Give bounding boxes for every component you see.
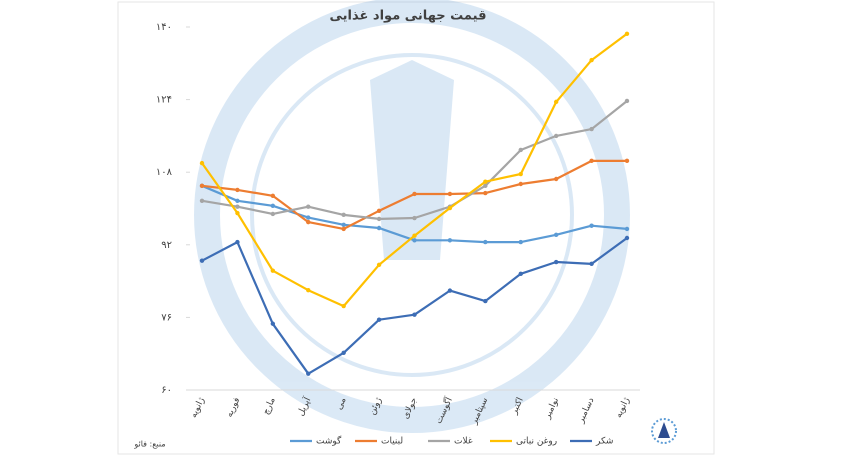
- data-point: [483, 239, 488, 245]
- data-point: [341, 212, 346, 218]
- data-point: [589, 261, 594, 267]
- data-point: [306, 219, 311, 225]
- data-point: [553, 99, 559, 105]
- data-point: [199, 198, 205, 203]
- y-tick-label: ۷۶: [161, 312, 172, 323]
- data-point: [412, 191, 417, 197]
- data-point: [270, 203, 276, 208]
- data-point: [270, 268, 276, 273]
- data-point: [235, 187, 240, 193]
- data-point: [553, 176, 559, 182]
- data-point: [412, 238, 417, 243]
- data-point: [447, 288, 453, 293]
- data-point: [553, 133, 559, 139]
- data-point: [518, 147, 523, 153]
- data-point: [624, 235, 630, 241]
- data-point: [341, 303, 346, 309]
- data-point: [270, 193, 276, 198]
- data-point: [306, 371, 311, 376]
- y-tick-label: ۶۰: [161, 385, 172, 396]
- data-point: [589, 223, 594, 228]
- y-tick-label: ۱۴۰: [156, 22, 172, 33]
- data-point: [199, 258, 205, 263]
- data-point: [624, 98, 630, 104]
- data-point: [483, 190, 488, 196]
- y-tick-label: ۹۲: [161, 240, 172, 251]
- data-point: [235, 210, 240, 216]
- data-point: [553, 232, 559, 238]
- y-tick-label: ۱۲۴: [156, 95, 172, 106]
- data-point: [483, 298, 488, 304]
- data-point: [412, 312, 417, 317]
- x-tick-label: می: [334, 396, 348, 412]
- data-point: [518, 181, 523, 187]
- data-point: [270, 321, 276, 326]
- data-point: [447, 238, 453, 243]
- data-point: [306, 287, 311, 293]
- source: منبع: فائو: [133, 440, 165, 449]
- logo: [651, 418, 677, 444]
- data-point: [518, 271, 523, 277]
- data-point: [341, 222, 346, 228]
- data-point: [306, 215, 311, 220]
- data-point: [199, 183, 205, 189]
- data-point: [412, 233, 417, 238]
- data-point: [624, 226, 630, 232]
- y-tick-label: ۱۰۸: [156, 167, 173, 178]
- legend-label: لبنیات: [381, 437, 403, 447]
- data-point: [553, 259, 559, 265]
- data-point: [376, 216, 382, 222]
- data-point: [341, 226, 346, 232]
- data-point: [589, 158, 594, 164]
- legend-label: غلات: [454, 437, 473, 447]
- data-point: [376, 262, 382, 267]
- data-point: [518, 239, 523, 245]
- data-point: [518, 171, 523, 177]
- data-point: [624, 158, 630, 164]
- data-point: [376, 317, 382, 322]
- data-point: [341, 350, 346, 355]
- legend-label: روغن نباتی: [516, 437, 557, 447]
- legend-label: گوشت: [316, 435, 342, 447]
- data-point: [412, 215, 417, 221]
- data-point: [624, 31, 630, 37]
- chart-title: قیمت جهانی مواد غذایی: [330, 9, 487, 24]
- data-point: [270, 211, 276, 217]
- watermark: [194, 0, 630, 433]
- data-point: [235, 204, 240, 209]
- data-point: [199, 160, 205, 166]
- data-point: [376, 208, 382, 213]
- data-point: [483, 183, 488, 189]
- data-point: [589, 126, 594, 132]
- data-point: [447, 191, 453, 197]
- data-point: [483, 179, 488, 184]
- data-point: [589, 57, 594, 63]
- data-point: [306, 204, 311, 209]
- legend-label: شکر: [595, 437, 613, 447]
- data-point: [447, 205, 453, 211]
- data-point: [235, 239, 240, 245]
- data-point: [235, 198, 240, 203]
- data-point: [376, 225, 382, 231]
